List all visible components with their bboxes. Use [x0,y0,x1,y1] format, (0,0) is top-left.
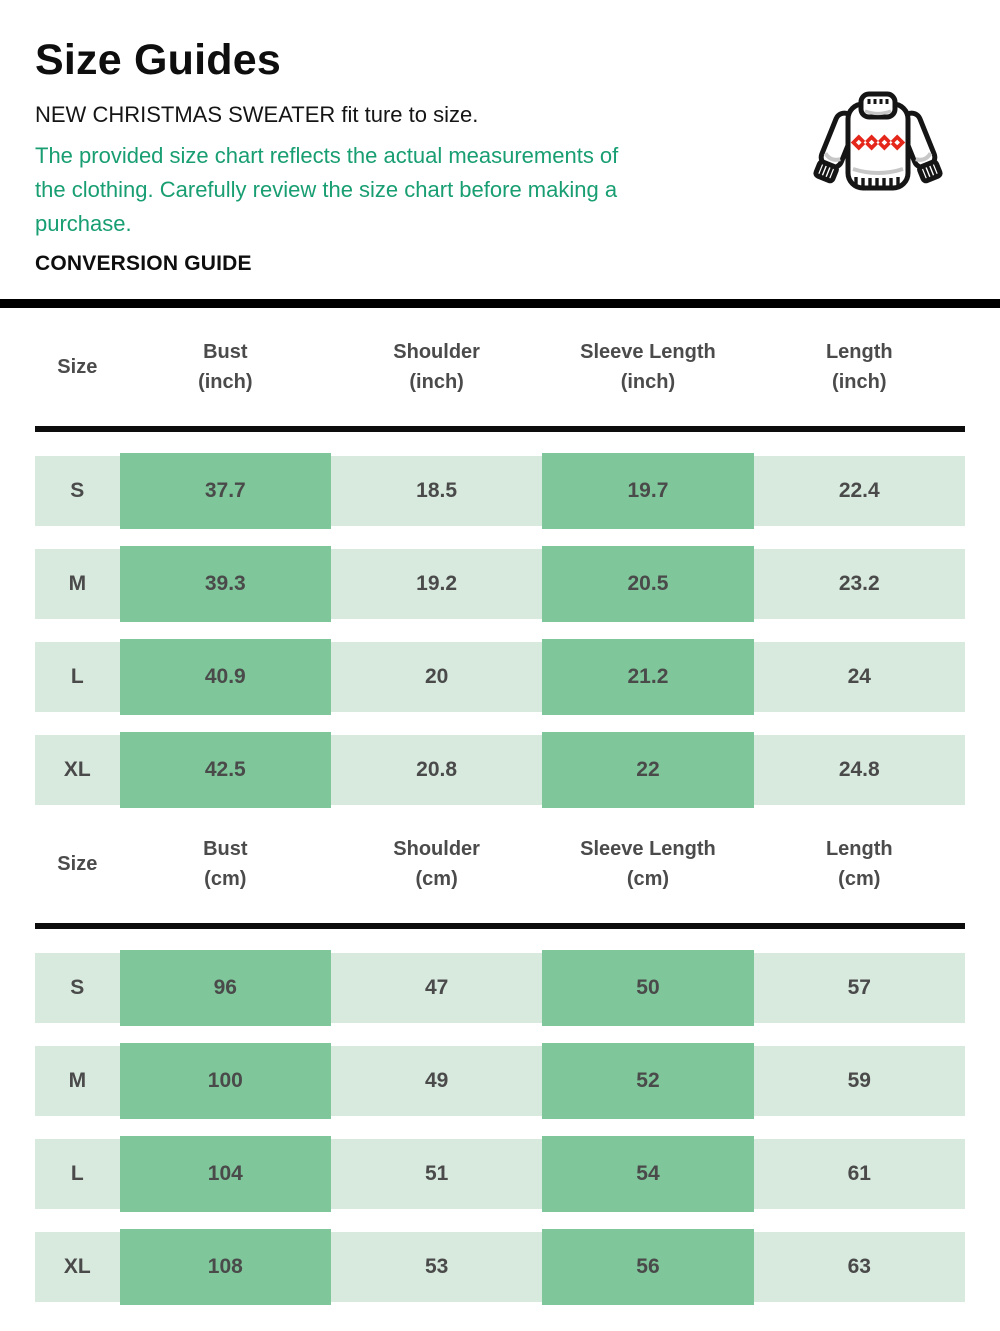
sleeve-length-cell: 19.7 [542,453,754,529]
col-header-size: Size [35,849,120,879]
col-header-shoulder: Shoulder (cm) [331,834,542,894]
size-cell: S [35,953,120,1023]
col-header-bust: Bust (inch) [120,337,331,397]
sleeve-length-cell: 50 [542,950,754,1026]
shoulder-cell: 53 [330,1232,543,1302]
table-row-m: M 39.3 19.2 20.5 23.2 [35,546,965,622]
table-row-m: M 100 49 52 59 [35,1043,965,1119]
col-header-shoulder: Shoulder (inch) [331,337,542,397]
size-cell: XL [35,735,120,805]
col-header-sleeve-length: Sleeve Length (cm) [542,834,753,894]
shoulder-cell: 20.8 [330,735,543,805]
length-cell: 23.2 [753,549,965,619]
table-row-xl: XL 108 53 56 63 [35,1229,965,1305]
col-header-sub: (inch) [409,371,464,393]
col-header-sub: (inch) [198,371,253,393]
col-header-sub: (cm) [415,868,458,890]
bust-cell: 40.9 [119,639,331,715]
table-row-xl: XL 42.5 20.8 22 24.8 [35,732,965,808]
table-row-l: L 40.9 20 21.2 24 [35,639,965,715]
col-header-sub: (cm) [838,868,881,890]
length-cell: 61 [753,1139,965,1209]
shoulder-cell: 20 [330,642,543,712]
col-header-title: Shoulder [393,838,480,860]
table-header-rule [35,426,965,432]
table-header-row-cm: Size Bust (cm) Shoulder (cm) Sleeve Leng… [35,805,965,923]
christmas-sweater-icon [812,90,944,206]
col-header-title: Size [57,853,98,875]
table-header-rule [35,923,965,929]
fit-subtitle: NEW CHRISTMAS SWEATER fit ture to size. [35,102,479,127]
shoulder-cell: 47 [330,953,543,1023]
col-header-size: Size [35,352,120,382]
section-divider [0,299,1000,308]
col-header-bust: Bust (cm) [120,834,331,894]
conversion-guide-label: CONVERSION GUIDE [35,252,252,275]
table-header-row-inch: Size Bust (inch) Shoulder (inch) Sleeve … [35,308,965,426]
bust-cell: 108 [119,1229,331,1305]
col-header-title: Sleeve Length [580,341,716,363]
table-row-s: S 96 47 50 57 [35,950,965,1026]
page-title: Size Guides [35,36,281,84]
col-header-sub: (cm) [204,868,247,890]
size-cell: L [35,1139,120,1209]
sleeve-length-cell: 20.5 [542,546,754,622]
col-header-sleeve-length: Sleeve Length (inch) [542,337,753,397]
col-header-length: Length (inch) [754,337,965,397]
sleeve-length-cell: 56 [542,1229,754,1305]
bust-cell: 104 [119,1136,331,1212]
col-header-title: Length [825,341,893,363]
col-header-title: Bust [203,838,248,860]
size-table-cm: Size Bust (cm) Shoulder (cm) Sleeve Leng… [0,805,1000,1305]
bust-cell: 96 [119,950,331,1026]
col-header-title: Shoulder [393,341,480,363]
intro-block: Size Guides NEW CHRISTMAS SWEATER fit tu… [0,36,1000,276]
length-cell: 24.8 [753,735,965,805]
bust-cell: 42.5 [119,732,331,808]
length-cell: 24 [753,642,965,712]
table-row-s: S 37.7 18.5 19.7 22.4 [35,453,965,529]
length-cell: 22.4 [753,456,965,526]
sleeve-length-cell: 52 [542,1043,754,1119]
bust-cell: 37.7 [119,453,331,529]
length-cell: 63 [753,1232,965,1302]
col-header-title: Size [57,356,98,378]
size-cell: S [35,456,120,526]
col-header-sub: (inch) [620,371,676,393]
size-table-inch: Size Bust (inch) Shoulder (inch) Sleeve … [0,308,1000,808]
sleeve-length-cell: 22 [542,732,754,808]
col-header-title: Length [825,838,893,860]
col-header-title: Bust [203,341,248,363]
col-header-sub: (cm) [626,868,670,890]
length-cell: 59 [753,1046,965,1116]
length-cell: 57 [753,953,965,1023]
col-header-length: Length (cm) [754,834,965,894]
shoulder-cell: 19.2 [330,549,543,619]
shoulder-cell: 18.5 [330,456,543,526]
measurement-note: The provided size chart reflects the act… [35,143,619,236]
shoulder-cell: 49 [330,1046,543,1116]
bust-cell: 39.3 [119,546,331,622]
size-cell: M [35,549,120,619]
sleeve-length-cell: 54 [542,1136,754,1212]
col-header-sub: (inch) [832,371,887,393]
size-cell: M [35,1046,120,1116]
size-cell: L [35,642,120,712]
size-cell: XL [35,1232,120,1302]
col-header-title: Sleeve Length [580,838,716,860]
table-row-l: L 104 51 54 61 [35,1136,965,1212]
bust-cell: 100 [119,1043,331,1119]
sleeve-length-cell: 21.2 [542,639,754,715]
shoulder-cell: 51 [330,1139,543,1209]
